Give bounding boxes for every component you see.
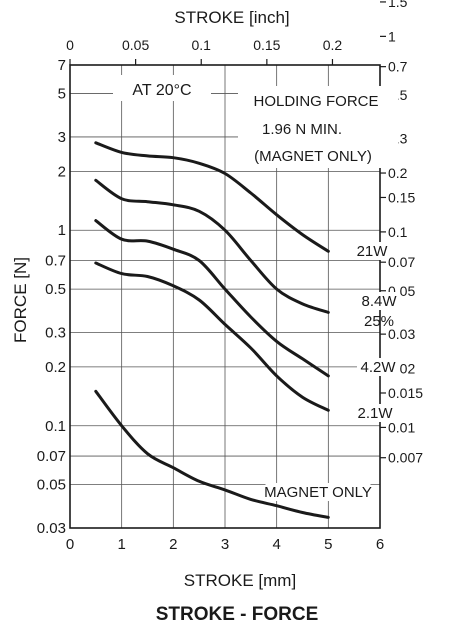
right-tick-label: 0.1 [388,224,408,240]
series-labels: 21W 8.4W 4.2W 2.1W MAGNET ONLY [264,242,400,501]
series-label-bg [357,358,399,376]
top-tick-label: 0 [66,37,74,53]
top-tick-label: 0.05 [122,37,149,53]
top-tick-label: 0.15 [253,37,280,53]
y-tick-label: 0.05 [37,477,66,494]
right-tick-label: 0.07 [388,254,415,270]
x-tick-label: 1 [117,536,125,553]
x-axis-title: STROKE [mm] [184,571,296,590]
x-tick-label: 6 [376,536,384,553]
temperature-box [113,75,211,101]
right-tick-label: 0.15 [388,189,415,205]
series-label-8-4w: 8.4W [361,293,397,310]
right-tick-label: 0.7 [388,59,408,75]
series-line-8-4w [94,178,330,314]
x-tick-label: 3 [221,536,229,553]
y-tick-label: 0.1 [45,418,66,435]
holding-force-note: (MAGNET ONLY) [254,148,372,165]
x-tick-label: 0 [66,536,74,553]
holding-force-box [238,86,398,168]
right-tick-label: 0.01 [388,419,415,435]
series-label-bg [355,242,389,260]
tick-labels: 0 1 2 3 4 5 60.030.050.070.10.20.30.50.7123570… [37,0,423,553]
holding-force-label: HOLDING FORCE [253,93,378,110]
series-label-magnet-only: MAGNET ONLY [264,484,372,501]
y-tick-label: 5 [58,86,66,103]
y-tick-label: 1 [58,222,66,239]
y-tick-label: 3 [58,129,66,146]
y-tick-label: 0.3 [45,324,66,341]
series-label-bg [354,404,396,422]
x-tick-label: 2 [169,536,177,553]
series-line-2-1w [94,261,330,412]
series-lines [94,141,330,519]
y-axis-title: FORCE [N] [11,257,30,343]
series-label-21w: 21W [357,243,389,260]
holding-force-value: 1.96 N MIN. [262,121,342,138]
right-tick-label: 1 [388,28,396,44]
series-label-bg [358,292,400,310]
temperature-annotation: AT 20°C [132,82,191,99]
right-tick-label: 1.5 [388,0,408,10]
series-line-4-2w [94,219,330,378]
duty-annotation: 25% [364,313,394,330]
series-line-magnet-only [94,389,330,519]
series-label-4-2w: 4.2W [360,359,396,376]
x-tick-label: 5 [324,536,332,553]
y-tick-label: 7 [58,57,66,74]
top-axis-title: STROKE [inch] [174,8,289,27]
y-tick-label: 2 [58,163,66,180]
top-tick-label: 0.2 [323,37,343,53]
right-tick-label: 0.03 [388,326,415,342]
series-label-bg [265,483,371,501]
series-label-2-1w: 2.1W [357,405,393,422]
chart-title: STROKE - FORCE [156,604,319,625]
right-tick-label: 0.007 [388,450,423,466]
top-tick-label: 0.1 [191,37,211,53]
right-tick-label: 0.015 [388,385,423,401]
y-tick-label: 0.03 [37,520,66,537]
y-tick-label: 0.2 [45,359,66,376]
right-tick-label: 0.2 [388,165,408,181]
x-tick-label: 4 [272,536,280,553]
y-tick-label: 0.7 [45,253,66,270]
y-tick-label: 0.5 [45,281,66,298]
series-line-21w [94,141,330,253]
y-tick-label: 0.07 [37,448,66,465]
